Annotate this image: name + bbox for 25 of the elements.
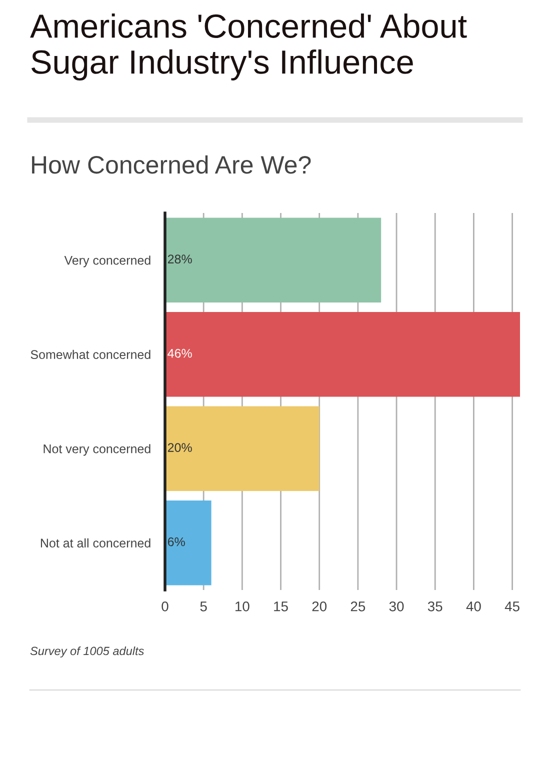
y-tick-label: Not very concerned xyxy=(44,444,150,456)
chart-title: Americans 'Concerned' About Sugar Industry's Influence xyxy=(30,14,467,80)
x-tick-label: 45 xyxy=(504,602,520,612)
x-tick-label: 5 xyxy=(200,602,207,612)
x-tick-label: 15 xyxy=(274,602,288,612)
data-label: 20% xyxy=(168,443,192,452)
data-label: 28% xyxy=(168,254,192,264)
data-label: 6% xyxy=(168,537,185,546)
bar xyxy=(165,406,320,492)
x-tick-label: 40 xyxy=(466,601,481,612)
data-label: 46% xyxy=(168,348,192,358)
x-tick-label: 25 xyxy=(350,601,366,612)
y-tick-label: Very concerned xyxy=(64,256,150,268)
bar xyxy=(165,312,520,397)
x-tick-label: 10 xyxy=(236,601,250,612)
bar xyxy=(165,218,382,303)
text: Survey of 1005 adults xyxy=(30,646,144,658)
x-tick-label: 0 xyxy=(162,601,168,612)
x-tick-label: 35 xyxy=(428,601,442,612)
x-tick-label: 30 xyxy=(389,601,404,612)
chart-subtitle: How Concerned Are We? xyxy=(32,155,311,174)
y-tick-label: Somewhat concerned xyxy=(30,350,150,360)
x-tick-label: 20 xyxy=(312,601,327,612)
y-tick-label: Not at all concerned xyxy=(40,538,150,548)
bar xyxy=(165,500,212,586)
